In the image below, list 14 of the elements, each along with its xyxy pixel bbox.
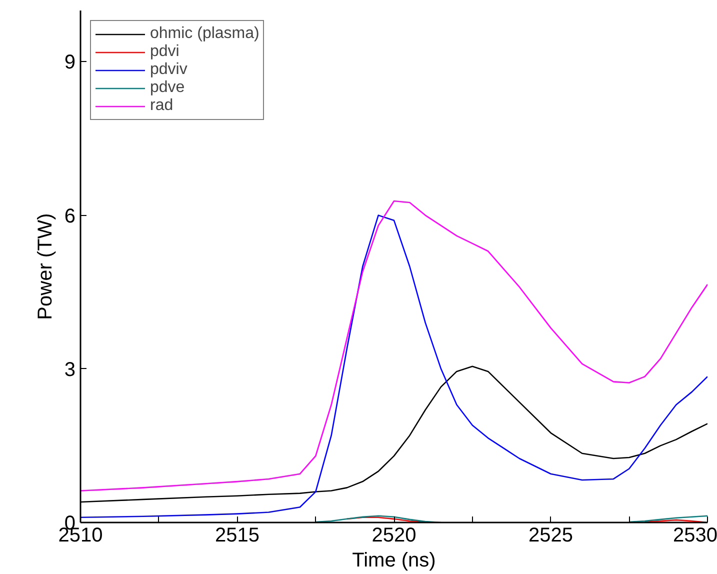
legend-label: ohmic (plasma) [150, 25, 260, 43]
x-tick-label: 2525 [528, 524, 574, 546]
y-tick-label: 3 [64, 358, 76, 381]
x-tick-label: 2530 [673, 524, 717, 546]
y-tick-label: 9 [64, 52, 76, 74]
x-tick-label: 2520 [372, 524, 416, 546]
legend-label: pdve [150, 79, 185, 97]
x-axis-title: Time (ns) [352, 550, 436, 572]
y-axis-title: Power (TW) [34, 213, 56, 320]
y-tick-label: 6 [64, 205, 76, 228]
legend-label: pdviv [150, 61, 188, 79]
legend-label: pdvi [150, 43, 180, 61]
legend-label: rad [150, 97, 174, 115]
x-tick-label: 2515 [215, 524, 260, 546]
